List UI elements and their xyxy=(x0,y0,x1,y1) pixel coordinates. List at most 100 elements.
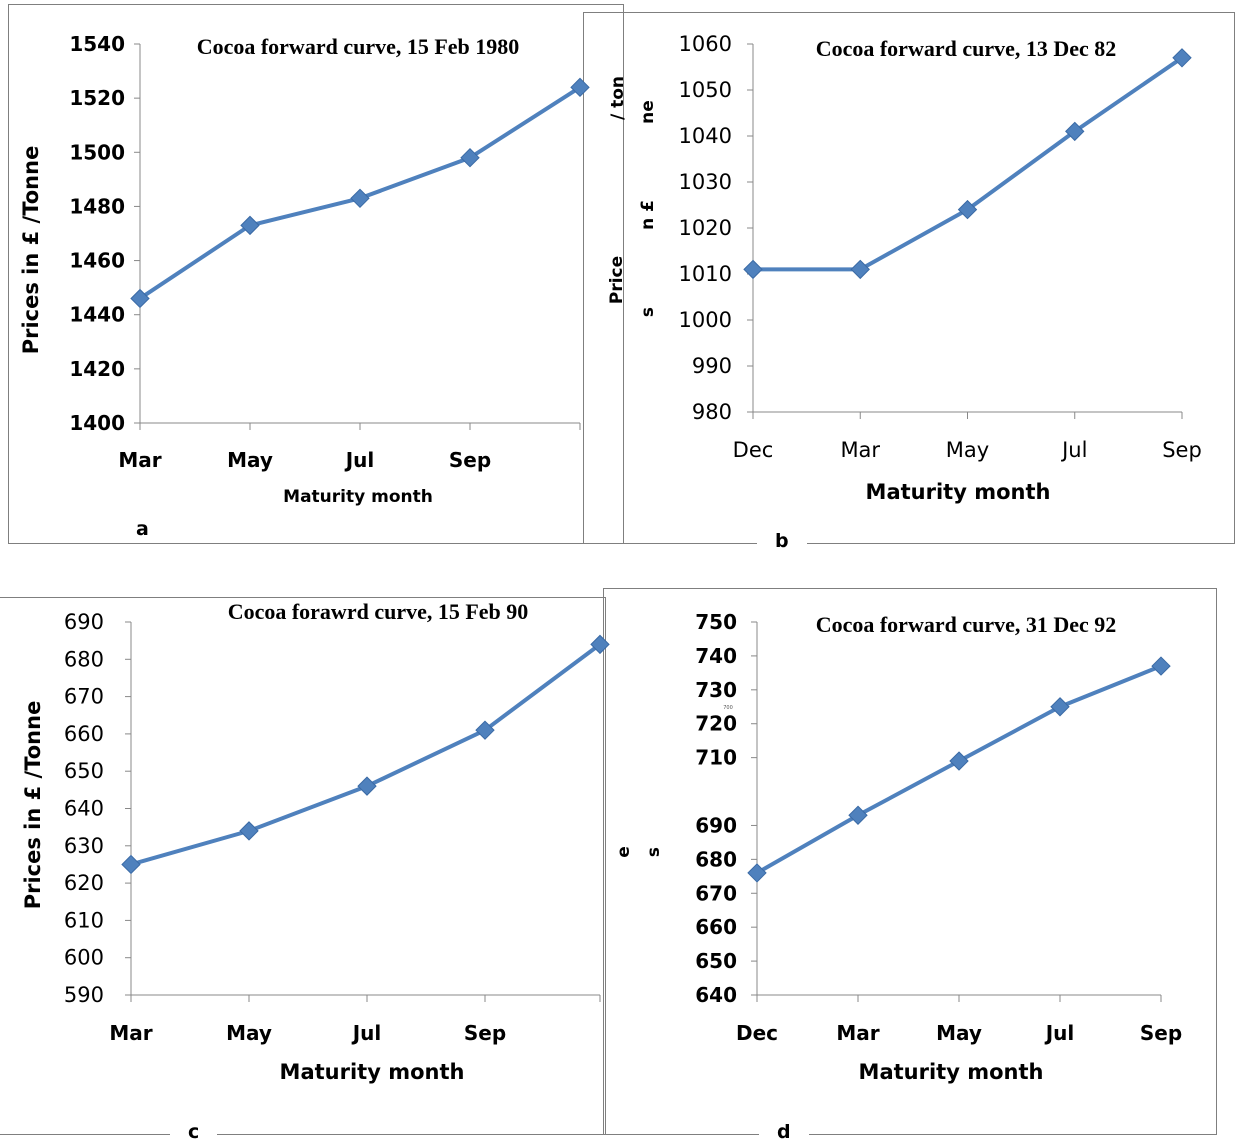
data-point-marker xyxy=(357,776,377,796)
data-point-marker xyxy=(743,259,763,280)
panel-label-d: d xyxy=(759,1121,809,1143)
data-point-marker xyxy=(1172,48,1192,68)
ylabel-fragment: s xyxy=(644,847,664,857)
data-point-marker xyxy=(240,215,260,236)
x-tick-label: Dec xyxy=(733,438,774,462)
data-point-marker xyxy=(475,720,495,740)
x-tick-label: May xyxy=(936,1021,982,1045)
x-tick-label: May xyxy=(946,438,989,462)
ylabel-fragment: s xyxy=(638,307,658,317)
y-tick-label: 1500 xyxy=(69,140,125,164)
x-tick-label: Sep xyxy=(464,1021,506,1045)
y-tick-label: 670 xyxy=(695,881,737,905)
y-tick-label: 1030 xyxy=(679,170,732,194)
data-point-marker xyxy=(949,751,969,771)
y-tick-label: 1000 xyxy=(679,308,732,332)
y-tick-label: 1060 xyxy=(679,32,732,56)
data-point-marker xyxy=(1065,121,1085,142)
panel-c-frame xyxy=(0,597,606,1135)
data-point-marker xyxy=(848,805,868,825)
y-tick-label: 1540 xyxy=(69,32,125,56)
x-tick-label: Jul xyxy=(1060,438,1087,462)
ylabel-fragment: e xyxy=(614,846,634,858)
chart-title: Cocoa forward curve, 13 Dec 82 xyxy=(816,36,1117,61)
y-tick-label: 750 xyxy=(695,610,737,634)
y-axis-label: Prices in £ /Tonne xyxy=(19,146,43,355)
y-tick-label: 1520 xyxy=(69,86,125,110)
ylabel-fragment: / ton xyxy=(608,76,628,120)
x-tick-label: Sep xyxy=(1162,438,1202,462)
y-tick-label: 660 xyxy=(64,722,104,746)
ylabel-fragment: ne xyxy=(638,100,658,124)
data-point-marker xyxy=(1050,697,1070,717)
x-tick-label: Jul xyxy=(344,448,375,472)
y-tick-label: 590 xyxy=(64,983,104,1007)
ylabel-fragment: Price xyxy=(607,256,627,304)
y-tick-label: 1050 xyxy=(679,78,732,102)
data-point-marker xyxy=(1151,656,1171,676)
y-tick-label: 680 xyxy=(695,847,737,871)
y-tick-label: 1400 xyxy=(69,411,125,435)
panel-a-frame xyxy=(8,4,624,544)
data-point-marker xyxy=(239,821,259,841)
chart-title: Cocoa forward curve, 31 Dec 92 xyxy=(816,612,1117,637)
y-tick-label: 690 xyxy=(64,610,104,634)
x-tick-label: May xyxy=(226,1021,272,1045)
y-tick-label: 630 xyxy=(64,834,104,858)
y-tick-label: 1440 xyxy=(69,303,125,327)
chart-b: Cocoa forward curve, 13 Dec 82 Maturity … xyxy=(607,32,1202,504)
x-tick-label: Dec xyxy=(736,1021,778,1045)
x-tick-label: May xyxy=(227,448,273,472)
y-tick-label: 730 xyxy=(695,678,737,702)
x-tick-label: Mar xyxy=(836,1021,879,1045)
y-axis-label: Prices in £ /Tonne xyxy=(21,701,45,910)
y-tick-label: 710 xyxy=(695,746,737,770)
x-tick-label: Sep xyxy=(1140,1021,1182,1045)
chart-a: Cocoa forward curve, 15 Feb 1980 Prices … xyxy=(19,32,590,507)
y-tick-label: 650 xyxy=(695,949,737,973)
y-tick-label: 690 xyxy=(695,813,737,837)
y-tick-label: 1420 xyxy=(69,357,125,381)
x-axis-label: Maturity month xyxy=(280,1060,465,1084)
y-tick-label: 670 xyxy=(64,685,104,709)
y-tick-label: 640 xyxy=(695,983,737,1007)
data-point-marker xyxy=(850,259,870,280)
y-tick-label: 990 xyxy=(692,354,732,378)
data-point-marker xyxy=(570,77,590,98)
chart-title: Cocoa forward curve, 15 Feb 1980 xyxy=(197,34,520,59)
panel-label-c: c xyxy=(170,1121,218,1143)
y-tick-label: 980 xyxy=(692,400,732,424)
chart-c: Cocoa forawrd curve, 15 Feb 90 Prices in… xyxy=(21,599,610,1084)
x-tick-label: Jul xyxy=(351,1021,382,1045)
x-tick-label: Jul xyxy=(1044,1021,1075,1045)
y-tick-label: 640 xyxy=(64,797,104,821)
panel-label-b: b xyxy=(757,530,807,552)
x-tick-label: Mar xyxy=(840,438,880,462)
panel-d-frame xyxy=(603,588,1217,1135)
y-tick-label: 740 xyxy=(695,644,737,668)
x-axis-label: Maturity month xyxy=(866,480,1051,504)
data-point-marker xyxy=(130,288,150,309)
x-axis-label: Maturity month xyxy=(859,1060,1044,1084)
y-tick-label: 1010 xyxy=(679,262,732,286)
data-point-marker xyxy=(747,863,767,883)
data-point-marker xyxy=(350,188,370,209)
y-tick-label: 600 xyxy=(64,946,104,970)
ylabel-fragment: n £ xyxy=(638,200,658,230)
y-tick-label: 1480 xyxy=(69,194,125,218)
y-tick-label: 1460 xyxy=(69,249,125,273)
panel-b-frame xyxy=(583,12,1235,544)
data-point-marker xyxy=(590,634,610,655)
y-tick-label: 620 xyxy=(64,871,104,895)
ylabel-fragment: 700 xyxy=(723,705,733,711)
panel-label-a: a xyxy=(118,518,167,540)
x-tick-label: Mar xyxy=(109,1021,152,1045)
x-tick-label: Sep xyxy=(449,448,491,472)
chart-title: Cocoa forawrd curve, 15 Feb 90 xyxy=(228,599,529,624)
y-tick-label: 1040 xyxy=(679,124,732,148)
y-tick-label: 680 xyxy=(64,647,104,671)
data-point-marker xyxy=(460,147,480,168)
y-tick-label: 1020 xyxy=(679,216,732,240)
data-point-marker xyxy=(957,199,978,220)
